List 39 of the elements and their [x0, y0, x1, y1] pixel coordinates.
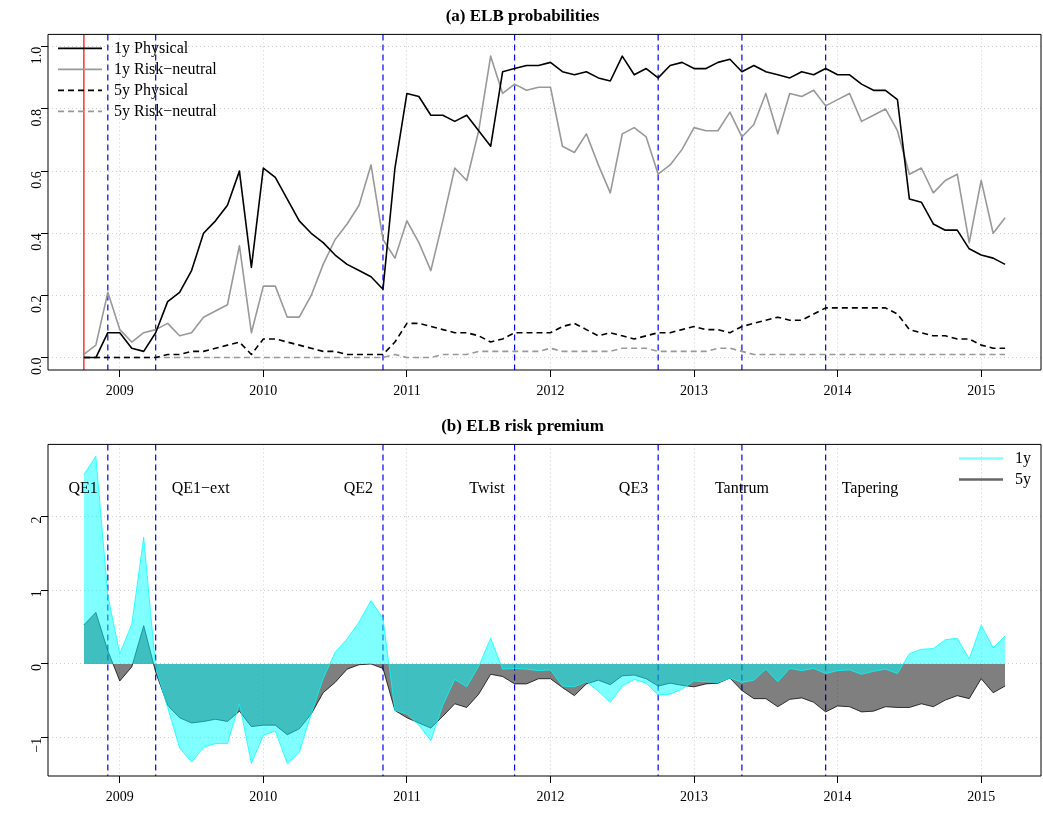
- annotation: Tapering: [841, 479, 899, 498]
- chart-title: (a) ELB probabilities: [445, 5, 600, 25]
- x-tick-label: 2015: [967, 383, 996, 399]
- x-tick-label: 2013: [680, 383, 709, 399]
- y-tick-label: 0.6: [28, 171, 44, 189]
- annotation: QE2: [343, 479, 373, 497]
- x-tick-label: 2014: [823, 383, 852, 399]
- y-tick-label: 1: [28, 590, 44, 598]
- y-tick-label: 0.4: [28, 233, 44, 251]
- y-tick-label: 0.2: [28, 295, 44, 313]
- x-tick-label: 2012: [536, 383, 565, 399]
- x-tick-label: 2015: [967, 789, 996, 805]
- x-tick-label: 2011: [393, 383, 421, 399]
- x-tick-label: 2012: [536, 789, 565, 805]
- legend-label: 1y Risk−neutral: [114, 59, 218, 78]
- legend-label: 5y: [1015, 469, 1031, 488]
- annotation: QE1: [68, 479, 98, 497]
- legend-label: 1y Physical: [114, 38, 189, 57]
- legend-label: 5y Physical: [114, 80, 189, 99]
- x-tick-label: 2010: [249, 789, 278, 805]
- annotation: QE1−ext: [171, 479, 231, 497]
- annotation: QE3: [618, 479, 649, 497]
- legend-label: 1y: [1015, 448, 1031, 467]
- chart-title: (b) ELB risk premium: [441, 415, 604, 435]
- x-tick-label: 2010: [249, 383, 278, 399]
- x-tick-label: 2011: [393, 789, 421, 805]
- y-tick-label: 0.0: [28, 357, 44, 376]
- y-tick-label: 0.8: [28, 108, 44, 127]
- legend-label: 5y Risk−neutral: [114, 101, 218, 120]
- annotation: Tantrum: [714, 479, 770, 497]
- x-tick-label: 2013: [680, 789, 709, 805]
- x-tick-label: 2014: [823, 789, 852, 805]
- x-tick-label: 2009: [105, 383, 134, 399]
- y-tick-label: −1: [28, 737, 44, 753]
- x-tick-label: 2009: [105, 789, 134, 805]
- y-tick-label: 0: [28, 663, 44, 671]
- y-tick-label: 1.0: [28, 46, 44, 65]
- annotation: Twist: [469, 479, 506, 497]
- y-tick-label: 2: [28, 516, 44, 524]
